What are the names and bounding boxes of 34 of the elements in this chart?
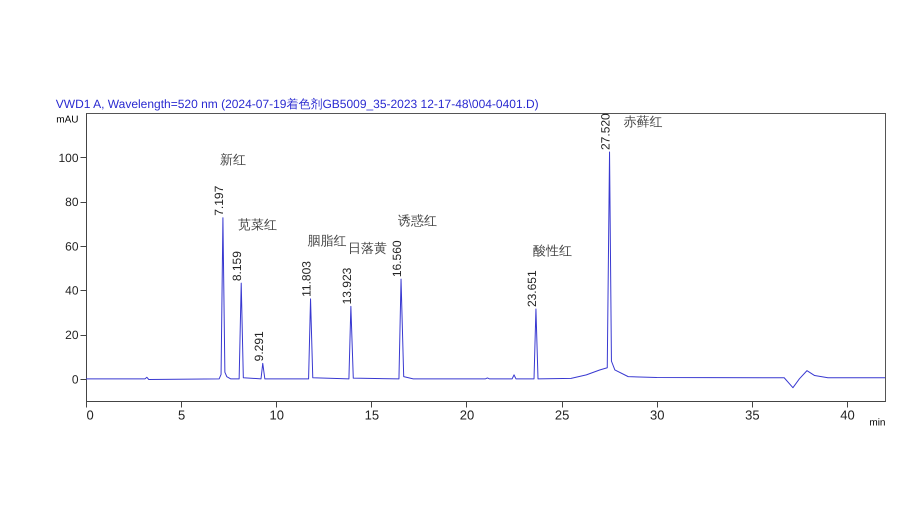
x-tick-label: 25 bbox=[554, 408, 570, 422]
line-series bbox=[86, 151, 885, 388]
annotation: 23.651 bbox=[524, 270, 539, 308]
annotation: 7.197 bbox=[212, 185, 226, 216]
annotation: 16.560 bbox=[390, 240, 404, 278]
x-tick-label: 5 bbox=[178, 408, 186, 422]
annotation: 13.923 bbox=[340, 267, 354, 304]
x-tick-label: 15 bbox=[364, 408, 380, 422]
x-axis-title: min bbox=[869, 418, 886, 428]
y-tick-label: 0 bbox=[72, 372, 79, 386]
y-axis-title: mAU bbox=[56, 114, 78, 126]
x-tick-label: 20 bbox=[460, 408, 474, 422]
annotation: 酸性红 bbox=[532, 244, 572, 260]
x-tick-label: 30 bbox=[650, 408, 664, 422]
annotation: 27.520 bbox=[598, 112, 613, 150]
annotation: 胭脂红 bbox=[308, 234, 347, 249]
y-tick-label: 100 bbox=[58, 150, 79, 165]
x-tick-label: 0 bbox=[86, 408, 94, 422]
y-tick-label: 40 bbox=[65, 284, 79, 298]
y-tick-label: 20 bbox=[65, 328, 79, 342]
annotation: 新红 bbox=[220, 152, 246, 168]
annotation: 诱惑红 bbox=[398, 214, 438, 230]
y-tick-label: 60 bbox=[65, 239, 79, 254]
annotation: 日落黄 bbox=[348, 241, 387, 256]
annotation: 赤藓红 bbox=[624, 114, 663, 130]
annotation: 9.291 bbox=[252, 330, 266, 362]
x-tick-label: 10 bbox=[270, 408, 284, 422]
y-tick-label: 80 bbox=[65, 195, 79, 210]
annotation: 11.803 bbox=[300, 260, 314, 297]
annotation: 苋菜红 bbox=[238, 218, 278, 234]
x-tick-label: 35 bbox=[745, 408, 760, 422]
chart-title: VWD1 A, Wavelength=520 nm (2024-07-19着色剂GB5009_35-2023 12-17-48\004-0401.D) bbox=[56, 97, 539, 111]
x-tick-label: 40 bbox=[840, 408, 855, 422]
annotation: 8.159 bbox=[230, 250, 244, 282]
